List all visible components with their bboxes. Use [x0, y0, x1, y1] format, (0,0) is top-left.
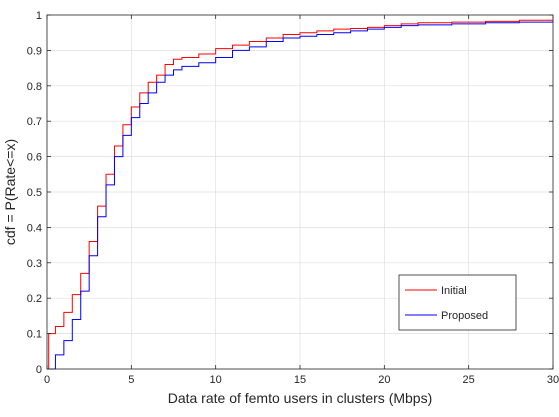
y-tick-label: 1: [36, 10, 42, 22]
x-tick-label: 25: [463, 374, 475, 386]
legend: Initial Proposed: [398, 274, 517, 331]
y-tick-label: 0.4: [27, 222, 42, 234]
y-tick-label: 0.7: [27, 116, 42, 128]
series-line-proposed: [47, 21, 554, 370]
x-tick-label: 10: [210, 374, 222, 386]
y-tick-label: 0.3: [27, 258, 42, 270]
x-tick-label: 30: [547, 374, 559, 386]
y-tick-label: 0.8: [27, 81, 42, 93]
legend-label-proposed: Proposed: [441, 310, 488, 322]
legend-box: [398, 274, 517, 331]
y-tick-label: 0.6: [27, 152, 42, 164]
series-layer: [47, 19, 554, 370]
y-tick-label: 0.9: [27, 45, 42, 57]
y-axis-label: cdf = P(Rate<=x): [2, 139, 18, 245]
y-tick-label: 0.1: [27, 329, 42, 341]
y-tick-label: 0.5: [27, 187, 42, 199]
x-tick-label: 0: [44, 374, 50, 386]
y-tick-label: 0.2: [27, 293, 42, 305]
ticks-layer: 0 5 10 15 20 25 30 0 0.1 0.2 0.3 0.4 0.5 0.6 0.7 0.8 0.9…: [27, 10, 559, 386]
x-axis-label: Data rate of femto users in clusters (Mb…: [168, 390, 433, 406]
legend-label-initial: Initial: [441, 285, 467, 297]
series-line-initial: [47, 19, 554, 370]
x-tick-label: 15: [294, 374, 306, 386]
x-tick-label: 5: [128, 374, 134, 386]
x-tick-label: 20: [378, 374, 390, 386]
y-tick-label: 0: [36, 364, 42, 376]
